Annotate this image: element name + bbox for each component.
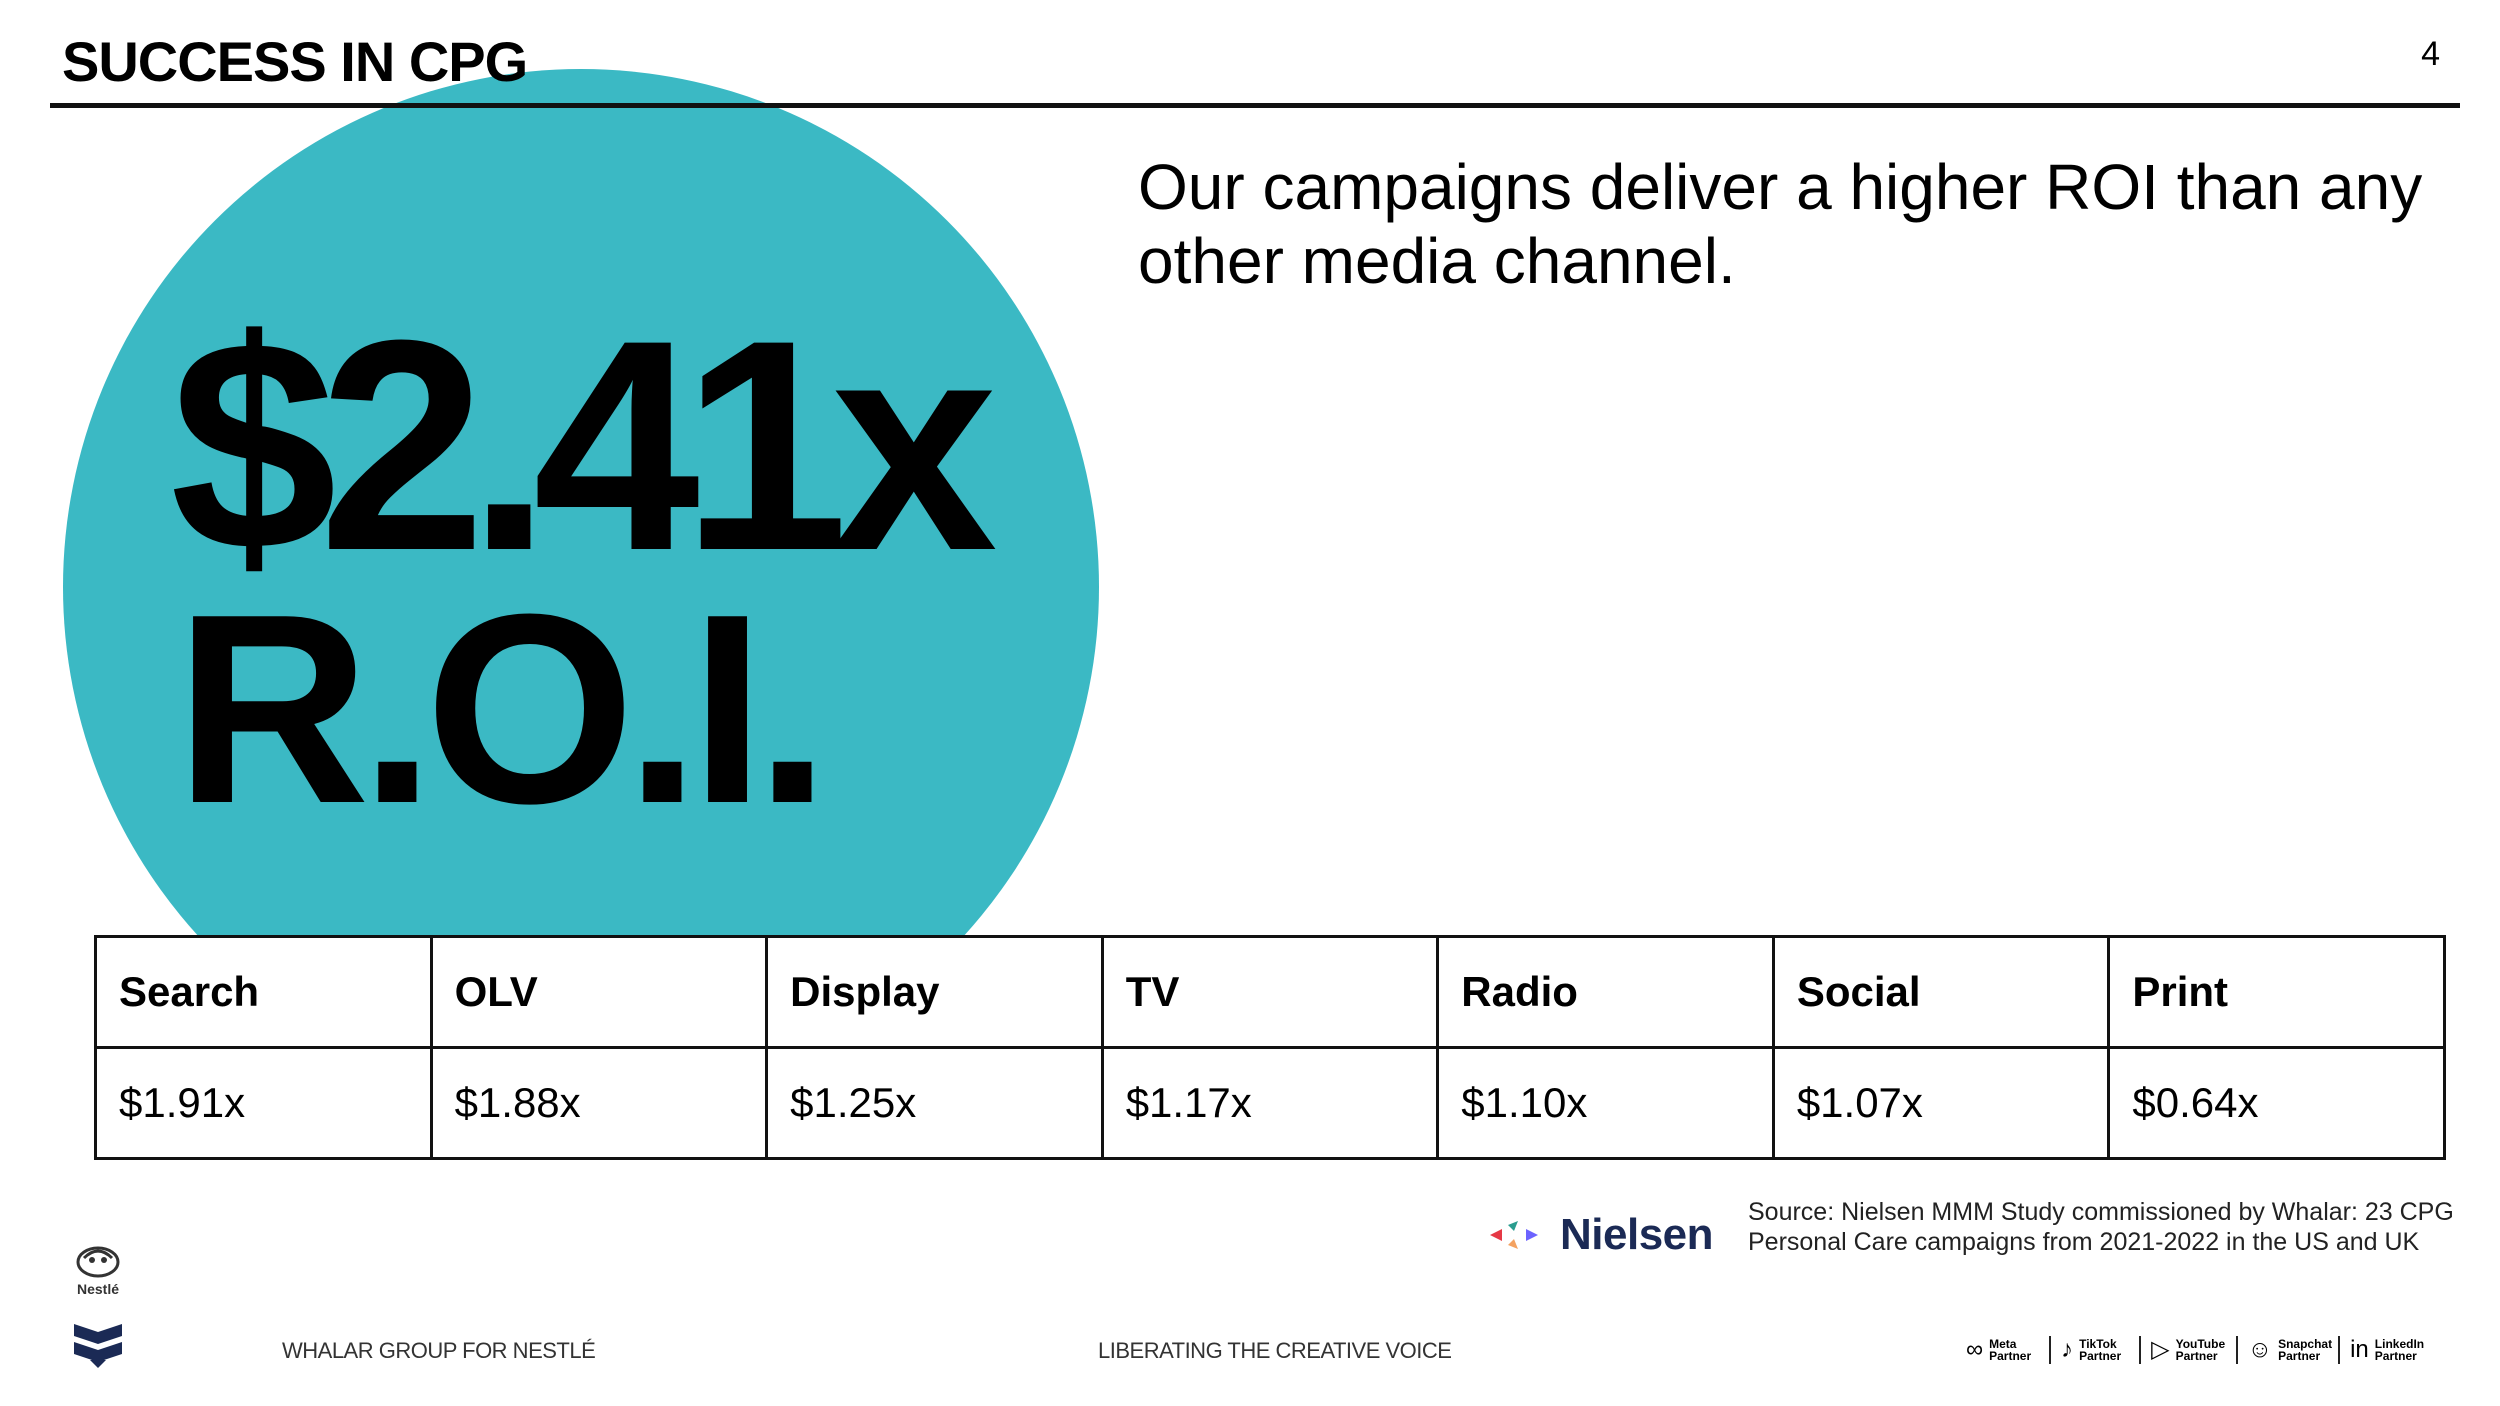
channel-roi-table: Search OLV Display TV Radio Social Print… <box>94 935 2446 1160</box>
table-cell: $1.10x <box>1436 1046 1775 1160</box>
divider <box>2338 1336 2341 1364</box>
partner-badge-tiktok: ♪ TikTok Partner <box>2061 1336 2129 1364</box>
table-row: $1.91x $1.88x $1.25x $1.17x $1.10x $1.07… <box>94 1046 2446 1160</box>
youtube-icon: ▷ <box>2151 1336 2170 1363</box>
table-header-cell: Radio <box>1436 935 1775 1049</box>
tiktok-icon: ♪ <box>2061 1336 2074 1363</box>
page-number: 4 <box>2421 35 2440 73</box>
linkedin-icon: in <box>2350 1336 2369 1363</box>
snapchat-icon: ☺ <box>2247 1336 2273 1363</box>
partner-label: LinkedIn Partner <box>2374 1337 2425 1363</box>
nestle-logo-text: Nestlé <box>77 1281 119 1297</box>
divider <box>2139 1336 2142 1364</box>
table-header-cell: Display <box>765 935 1104 1049</box>
nielsen-logo: Nielsen <box>1488 1205 1714 1265</box>
roi-value: $2.41x <box>170 277 998 613</box>
table-header-row: Search OLV Display TV Radio Social Print <box>94 935 2446 1049</box>
nestle-nest-icon: Nestlé <box>76 1246 120 1297</box>
table-header-cell: Print <box>2107 935 2446 1049</box>
whalar-tail-icon <box>74 1324 122 1368</box>
source-note: Source: Nielsen MMM Study commissioned b… <box>1748 1198 2454 1256</box>
headline: Our campaigns deliver a higher ROI than … <box>1138 151 2423 297</box>
whalar-logo <box>70 1320 126 1370</box>
footer-tagline: LIBERATING THE CREATIVE VOICE <box>1098 1338 1452 1363</box>
table-cell: $1.88x <box>429 1046 769 1160</box>
table-cell: $1.07x <box>1771 1046 2111 1160</box>
partner-label: Snapchat Partner <box>2278 1337 2333 1363</box>
nielsen-wordmark: Nielsen <box>1560 1210 1714 1259</box>
partner-badge-linkedin: in LinkedIn Partner <box>2350 1336 2425 1364</box>
slide-title: SUCCESS IN CPG <box>62 30 528 93</box>
table-cell: $1.25x <box>765 1046 1104 1160</box>
table-header-cell: Search <box>94 935 433 1049</box>
nestle-logo: Nestlé <box>70 1240 126 1300</box>
partner-badge-snapchat: ☺ Snapchat Partner <box>2247 1336 2333 1364</box>
roi-label: R.O.I. <box>175 559 830 860</box>
partner-label: Meta Partner <box>1989 1337 2032 1363</box>
header-rule <box>50 103 2460 108</box>
partner-badges: ∞ Meta Partner ♪ TikTok Partner ▷ YouTub… <box>1966 1336 2425 1364</box>
teal-circle <box>63 69 1099 1105</box>
table-header-cell: TV <box>1100 935 1440 1049</box>
footer-left-text: WHALAR GROUP FOR NESTLÉ <box>282 1338 596 1363</box>
nielsen-mark-icon <box>1490 1221 1538 1249</box>
divider <box>2235 1336 2238 1364</box>
partner-badge-meta: ∞ Meta Partner <box>1966 1336 2039 1364</box>
table-cell: $1.91x <box>94 1046 433 1160</box>
partner-badge-youtube: ▷ YouTube Partner <box>2151 1336 2225 1364</box>
partner-label: TikTok Partner <box>2079 1337 2122 1363</box>
table-cell: $0.64x <box>2107 1046 2446 1160</box>
table-cell: $1.17x <box>1100 1046 1440 1160</box>
table-header-cell: Social <box>1771 935 2111 1049</box>
meta-icon: ∞ <box>1966 1336 1984 1363</box>
partner-label: YouTube Partner <box>2175 1337 2226 1363</box>
divider <box>2049 1336 2052 1364</box>
table-header-cell: OLV <box>429 935 769 1049</box>
